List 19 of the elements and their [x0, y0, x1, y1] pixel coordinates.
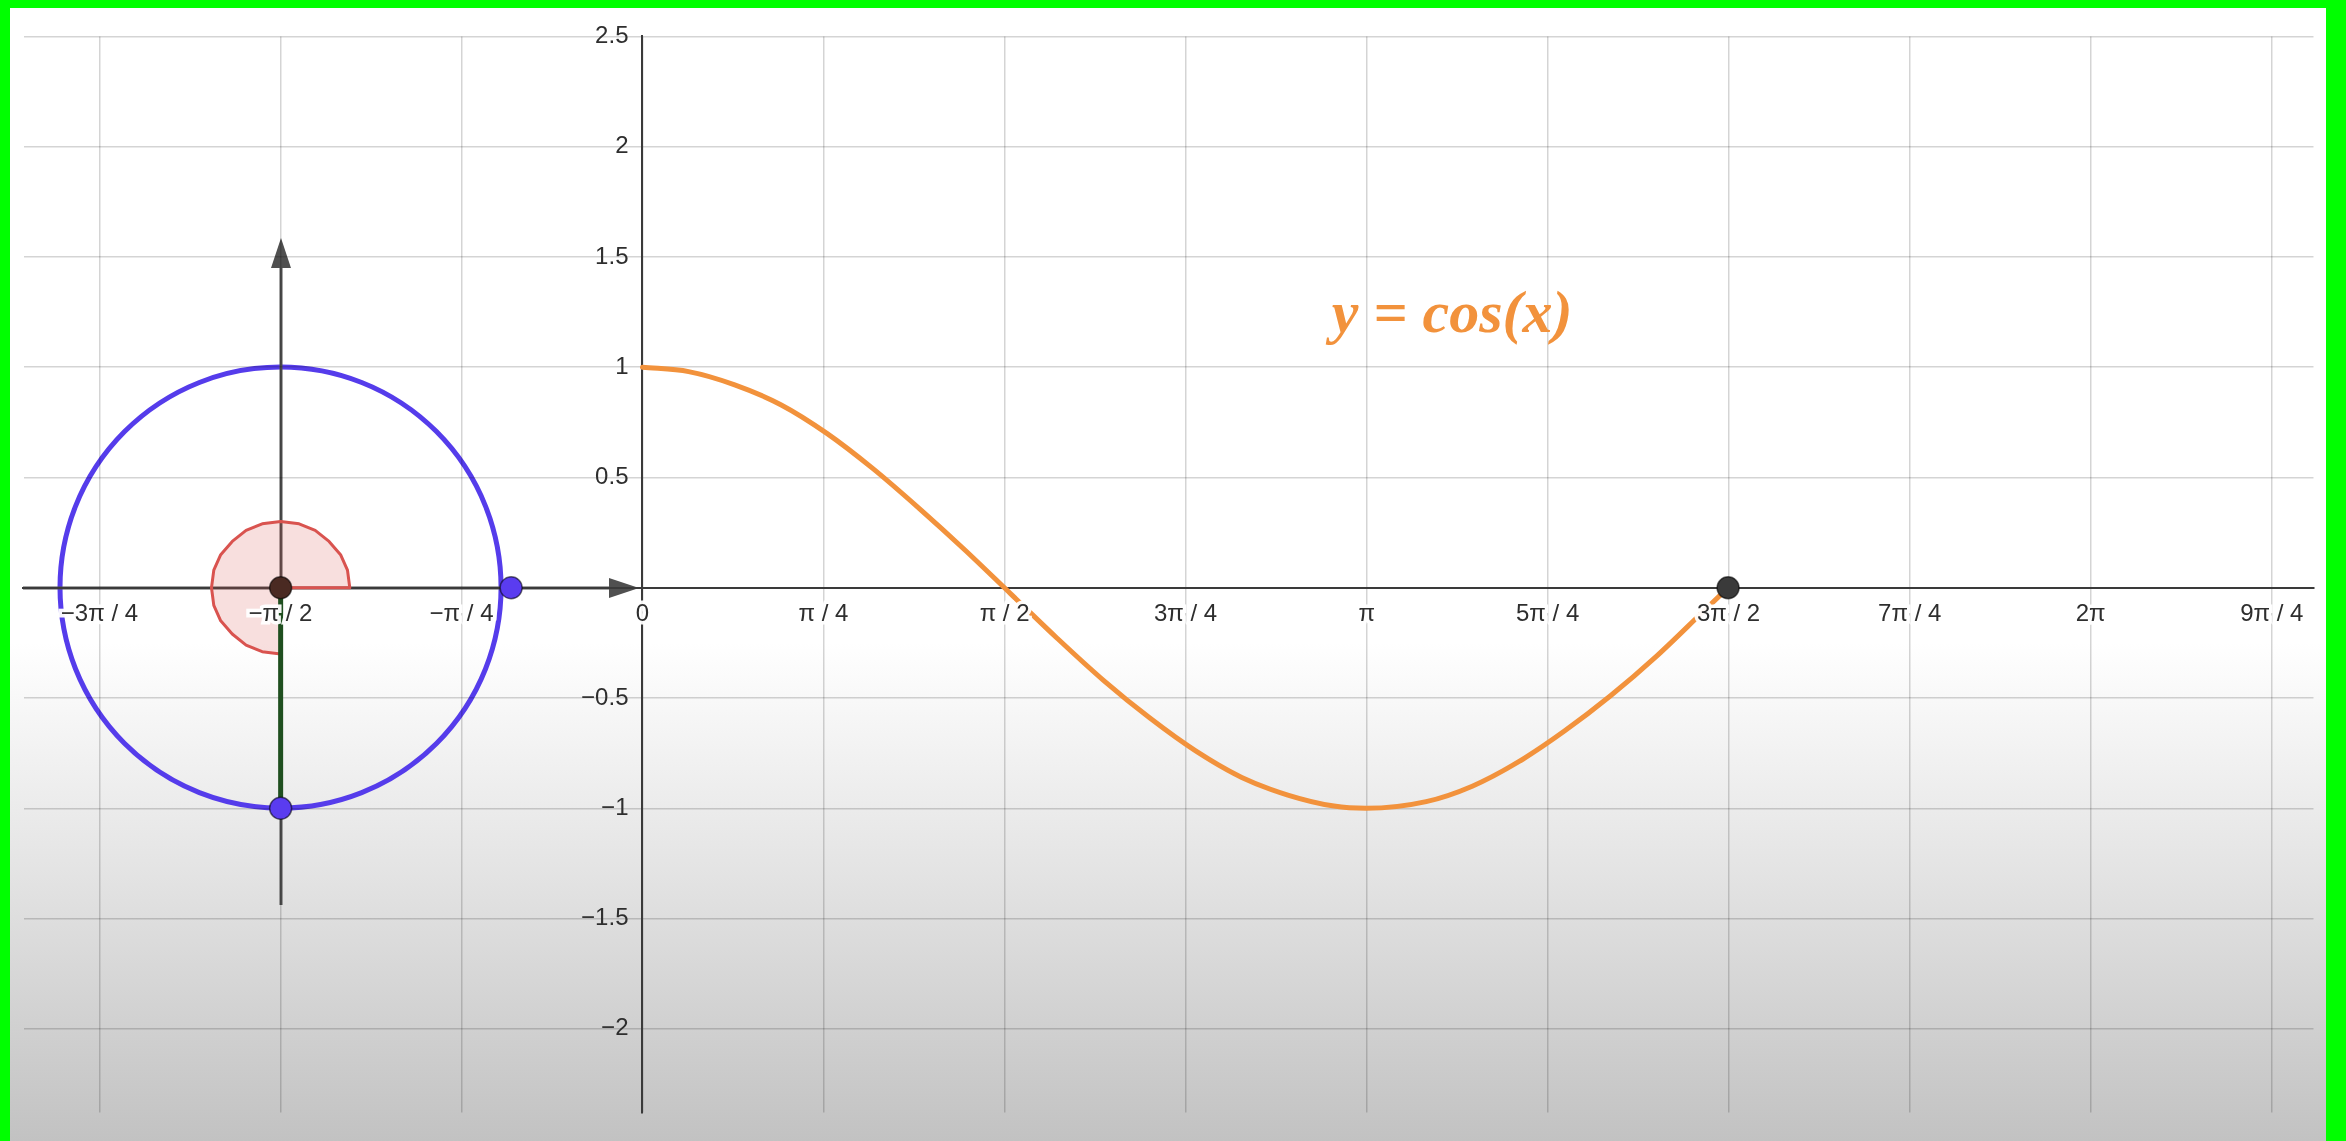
- y-tick-label: 2.5: [595, 21, 629, 49]
- x-tick-label: 5π / 4: [1515, 598, 1580, 626]
- x-tick-label: −π / 2: [248, 598, 313, 626]
- y-tick-label: 0.5: [595, 462, 629, 490]
- y-tick-label: −1.5: [581, 903, 629, 931]
- x-tick-label: 2π: [2075, 598, 2106, 626]
- x-tick-label: π: [1358, 598, 1375, 626]
- x-tick-label: −π / 4: [429, 598, 494, 626]
- y-tick-label: 1: [615, 351, 629, 379]
- y-tick-label: −0.5: [581, 682, 629, 710]
- text: y = cos(x): [1325, 278, 1573, 345]
- x-tick-label: 9π / 4: [2240, 598, 2304, 626]
- y-tick-label: 1.5: [595, 241, 629, 269]
- y-tick-label: 2: [615, 131, 629, 159]
- y-tick-label: −2: [601, 1013, 629, 1041]
- y-tick-label: −1: [601, 792, 629, 820]
- x-tick-label: 3π / 4: [1153, 598, 1218, 626]
- x-tick-label: π / 4: [798, 598, 849, 626]
- x-tick-label: 7π / 4: [1878, 598, 1942, 626]
